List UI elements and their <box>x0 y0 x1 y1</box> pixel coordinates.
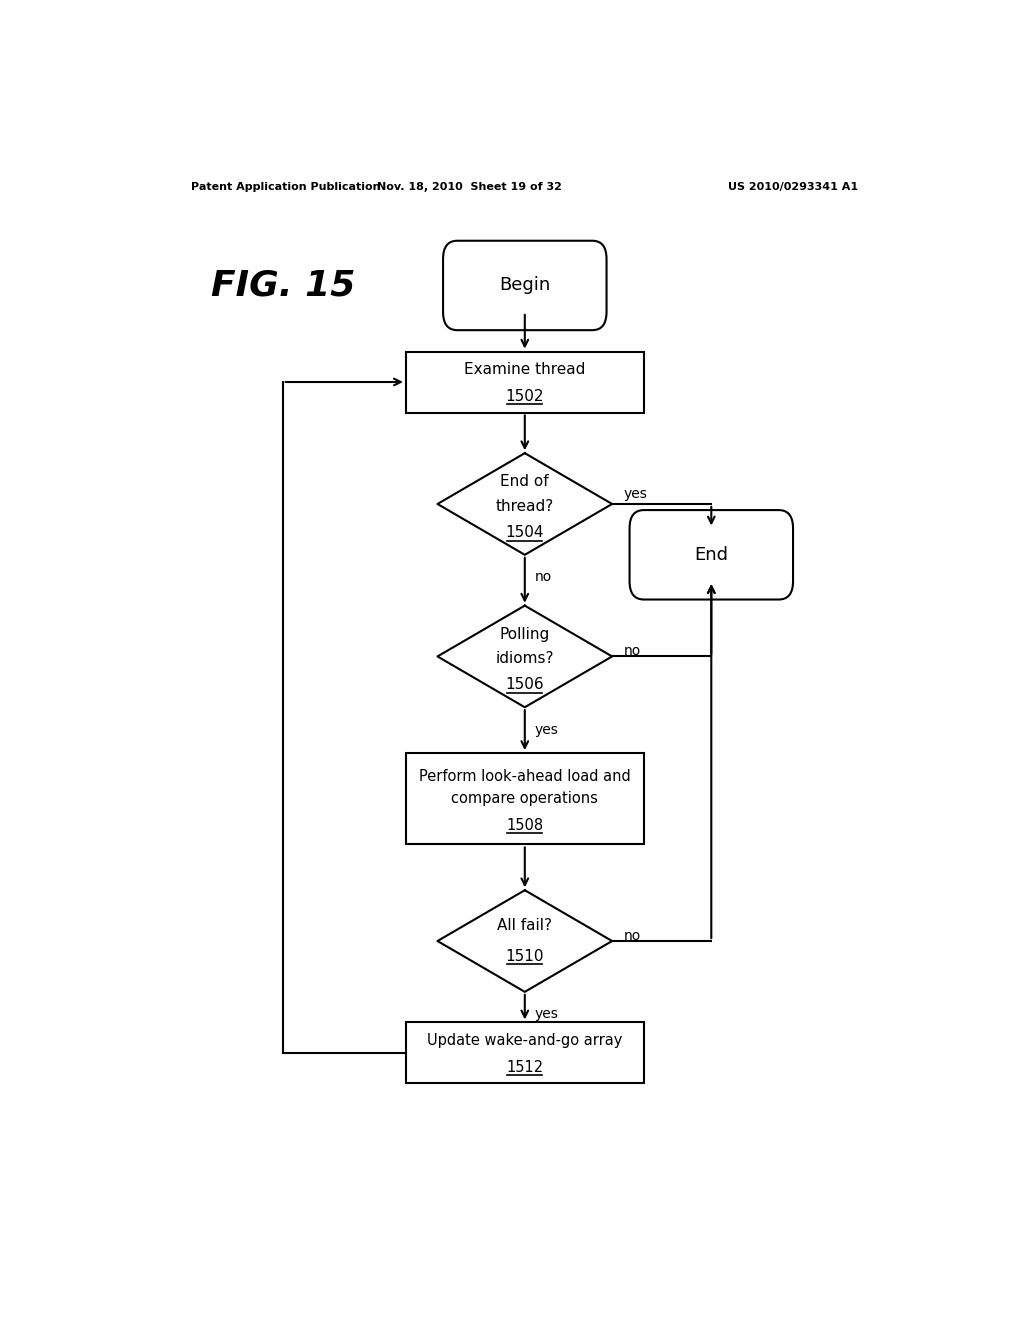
Text: FIG. 15: FIG. 15 <box>211 268 355 302</box>
Text: Begin: Begin <box>499 276 551 294</box>
Text: Examine thread: Examine thread <box>464 362 586 378</box>
Text: thread?: thread? <box>496 499 554 513</box>
Bar <box>406 351 644 412</box>
Text: All fail?: All fail? <box>498 919 552 933</box>
Text: Polling: Polling <box>500 627 550 642</box>
Text: 1512: 1512 <box>506 1060 544 1074</box>
Text: 1506: 1506 <box>506 677 544 693</box>
Text: Patent Application Publication: Patent Application Publication <box>191 182 381 191</box>
Polygon shape <box>437 606 612 708</box>
Text: Perform look-ahead load and: Perform look-ahead load and <box>419 768 631 784</box>
Text: 1504: 1504 <box>506 525 544 540</box>
Text: End of: End of <box>501 474 549 490</box>
Text: yes: yes <box>624 487 648 500</box>
FancyBboxPatch shape <box>630 510 793 599</box>
Polygon shape <box>437 890 612 991</box>
Text: idioms?: idioms? <box>496 651 554 667</box>
Text: no: no <box>624 644 641 659</box>
Text: Nov. 18, 2010  Sheet 19 of 32: Nov. 18, 2010 Sheet 19 of 32 <box>377 182 562 191</box>
Polygon shape <box>437 453 612 554</box>
Text: End: End <box>694 545 728 564</box>
Text: yes: yes <box>535 1007 558 1022</box>
Text: no: no <box>535 570 552 585</box>
FancyBboxPatch shape <box>443 240 606 330</box>
Text: 1508: 1508 <box>506 817 544 833</box>
Text: US 2010/0293341 A1: US 2010/0293341 A1 <box>728 182 858 191</box>
Text: compare operations: compare operations <box>452 791 598 807</box>
Text: 1510: 1510 <box>506 949 544 964</box>
Bar <box>406 752 644 845</box>
Text: 1502: 1502 <box>506 388 544 404</box>
Bar <box>406 1022 644 1084</box>
Text: no: no <box>624 929 641 942</box>
Text: Update wake-and-go array: Update wake-and-go array <box>427 1034 623 1048</box>
Text: yes: yes <box>535 722 558 737</box>
